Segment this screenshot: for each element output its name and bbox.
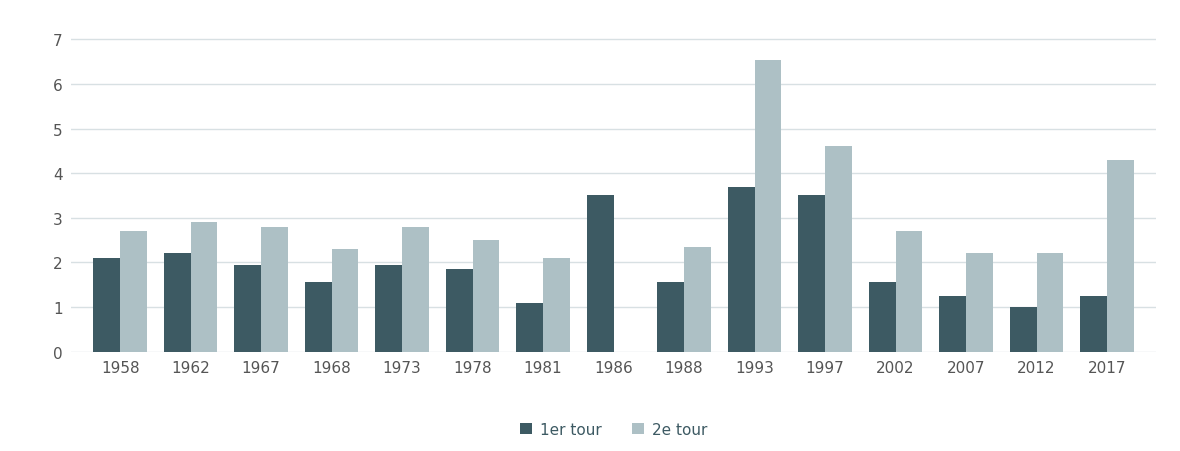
Bar [164,254,191,352]
Bar [754,60,781,352]
Bar [120,232,148,352]
Bar [825,147,852,352]
Bar [543,258,570,352]
Bar [517,303,543,352]
Bar [966,254,992,352]
Bar [191,223,217,352]
Bar [446,270,473,352]
Bar [304,283,332,352]
Bar [235,265,261,352]
Bar [402,227,428,352]
Bar [799,196,825,352]
Bar [332,249,359,352]
Bar [1010,307,1036,352]
Bar [473,240,499,352]
Bar [1036,254,1063,352]
Bar [939,296,966,352]
Bar [1080,296,1107,352]
Bar [728,187,754,352]
Bar [896,232,923,352]
Bar [1107,161,1134,352]
Bar [868,283,896,352]
Bar [684,247,710,352]
Bar [261,227,288,352]
Legend: 1er tour, 2e tour: 1er tour, 2e tour [513,416,714,443]
Bar [93,258,120,352]
Bar [586,196,614,352]
Bar [657,283,684,352]
Bar [375,265,402,352]
